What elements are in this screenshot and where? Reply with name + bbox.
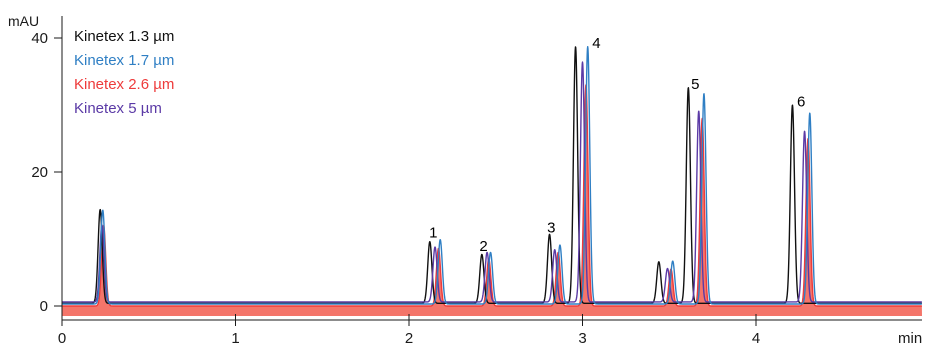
peak-point-kinetex-1-3-m-5: [575, 46, 577, 48]
peak-label-4: 4: [592, 35, 600, 52]
legend-item-3: Kinetex 2.6 µm: [74, 76, 174, 93]
peak-point-kinetex-1-7-m-3: [490, 252, 492, 254]
series-line-kinetex-1-7-m: [61, 46, 923, 305]
x-tick-label-2: 2: [405, 330, 413, 347]
x-tick-label-4: 4: [752, 330, 760, 347]
x-tick-label-3: 3: [578, 330, 586, 347]
peak-point-kinetex-5-m-2: [434, 246, 436, 248]
legend: Kinetex 1.3 µm Kinetex 1.7 µm Kinetex 2.6 …: [74, 28, 174, 117]
y-tick-label-0: 0: [40, 298, 48, 315]
x-axis-title: min: [898, 330, 922, 347]
peak-label-5: 5: [691, 76, 699, 93]
peak-point-kinetex-1-3-m-1: [99, 209, 101, 211]
peak-point-kinetex-5-m-7: [698, 110, 700, 112]
peak-point-kinetex-1-3-m-7: [688, 87, 690, 89]
peak-label-1: 1: [429, 225, 437, 242]
peak-point-kinetex-5-m-6: [667, 268, 669, 270]
series-layer: [61, 46, 923, 317]
peak-labels: 1 2 3 4 5 6: [429, 35, 805, 255]
peak-point-kinetex-1-7-m-1: [102, 209, 104, 211]
peak-point-kinetex-1-3-m-6: [658, 261, 660, 263]
peak-point-kinetex-1-3-m-8: [792, 104, 794, 106]
peak-point-kinetex-1-7-m-4: [559, 244, 561, 246]
legend-item-4: Kinetex 5 µm: [74, 100, 162, 117]
series-line-kinetex-2-6-m: [61, 84, 923, 307]
x-tick-label-1: 1: [231, 330, 239, 347]
y-tick-label-40: 40: [31, 30, 48, 47]
peak-point-kinetex-1-7-m-2: [439, 239, 441, 241]
peak-point-kinetex-5-m-8: [804, 130, 806, 132]
peak-label-2: 2: [479, 238, 487, 255]
peak-point-kinetex-5-m-4: [554, 249, 556, 251]
peak-label-6: 6: [797, 93, 805, 110]
y-tick-label-20: 20: [31, 164, 48, 181]
series-line-kinetex-5-m: [61, 61, 923, 303]
axes-layer: mAU min: [8, 13, 922, 347]
peak-point-kinetex-1-7-m-8: [809, 112, 811, 114]
y-axis-title: mAU: [8, 13, 39, 29]
peak-point-kinetex-1-7-m-7: [703, 93, 705, 95]
legend-item-1: Kinetex 1.3 µm: [74, 28, 174, 45]
x-tick-label-0: 0: [58, 330, 66, 347]
peak-point-kinetex-1-7-m-6: [672, 260, 674, 262]
legend-item-2: Kinetex 1.7 µm: [74, 52, 174, 69]
peak-point-kinetex-1-7-m-5: [587, 46, 589, 48]
peak-label-3: 3: [547, 219, 555, 236]
peak-point-kinetex-5-m-5: [582, 61, 584, 63]
